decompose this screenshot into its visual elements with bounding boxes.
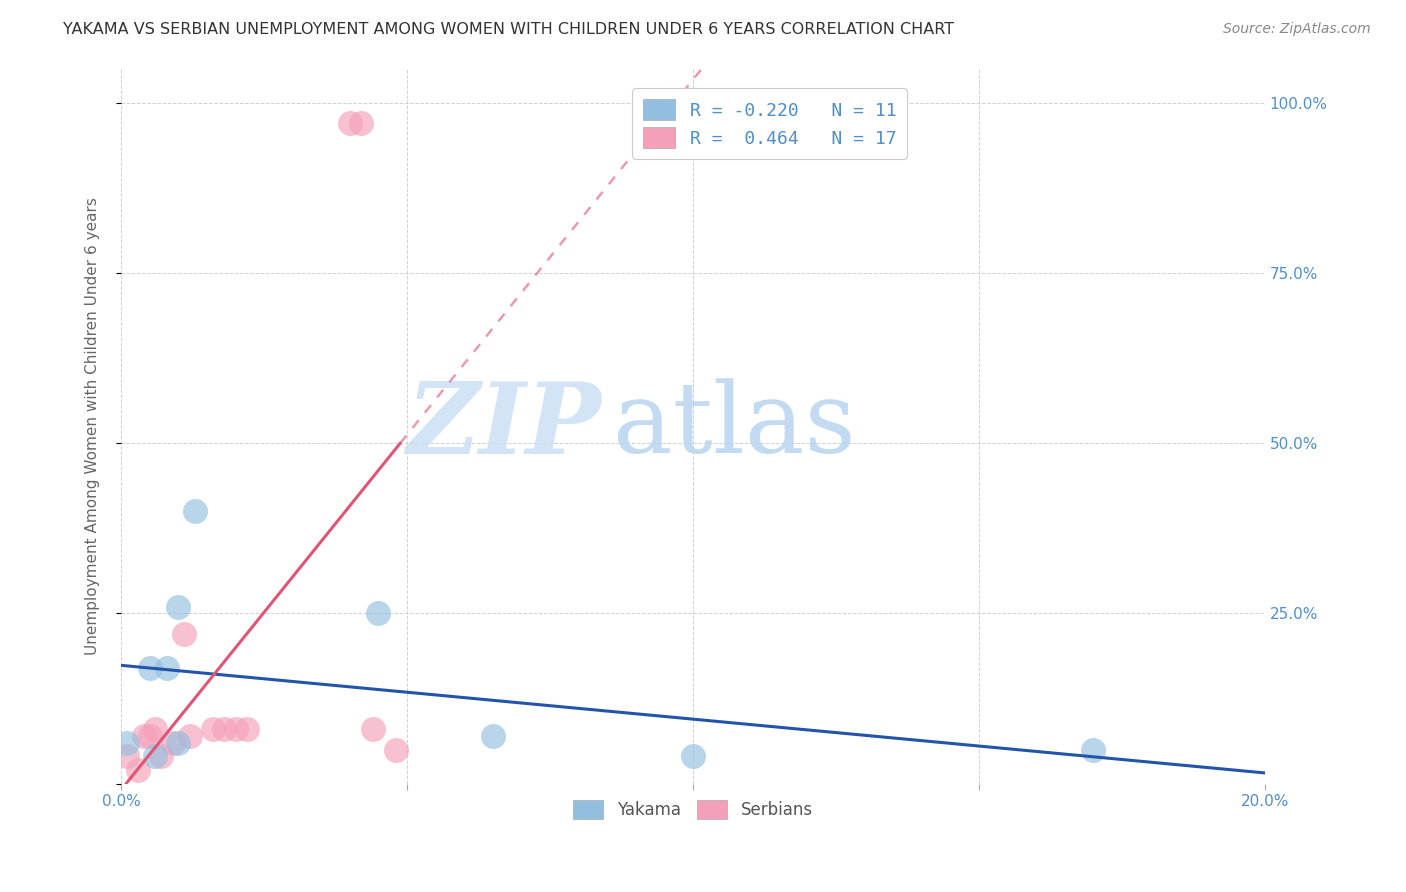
Point: [225, 723, 247, 737]
Point: [167, 736, 190, 750]
Point: [138, 729, 160, 743]
Point: [132, 729, 155, 743]
Point: [384, 742, 406, 756]
Point: [682, 749, 704, 764]
Point: [138, 661, 160, 675]
Point: [156, 661, 179, 675]
Point: [367, 607, 389, 621]
Point: [201, 723, 224, 737]
Text: ZIP: ZIP: [406, 378, 602, 475]
Point: [350, 116, 373, 130]
Text: atlas: atlas: [613, 378, 856, 474]
Point: [115, 736, 138, 750]
Point: [339, 116, 361, 130]
Text: Source: ZipAtlas.com: Source: ZipAtlas.com: [1223, 22, 1371, 37]
Text: YAKAMA VS SERBIAN UNEMPLOYMENT AMONG WOMEN WITH CHILDREN UNDER 6 YEARS CORRELATI: YAKAMA VS SERBIAN UNEMPLOYMENT AMONG WOM…: [63, 22, 955, 37]
Point: [145, 723, 167, 737]
Point: [167, 599, 190, 614]
Point: [212, 723, 235, 737]
Point: [115, 749, 138, 764]
Point: [179, 729, 201, 743]
Point: [1083, 742, 1105, 756]
Legend: Yakama, Serbians: Yakama, Serbians: [567, 793, 820, 825]
Point: [184, 504, 207, 518]
Point: [482, 729, 505, 743]
Point: [236, 723, 259, 737]
Point: [127, 763, 149, 777]
Y-axis label: Unemployment Among Women with Children Under 6 years: Unemployment Among Women with Children U…: [86, 197, 100, 655]
Point: [162, 736, 184, 750]
Point: [361, 723, 384, 737]
Point: [145, 749, 167, 764]
Point: [150, 749, 173, 764]
Point: [173, 627, 195, 641]
